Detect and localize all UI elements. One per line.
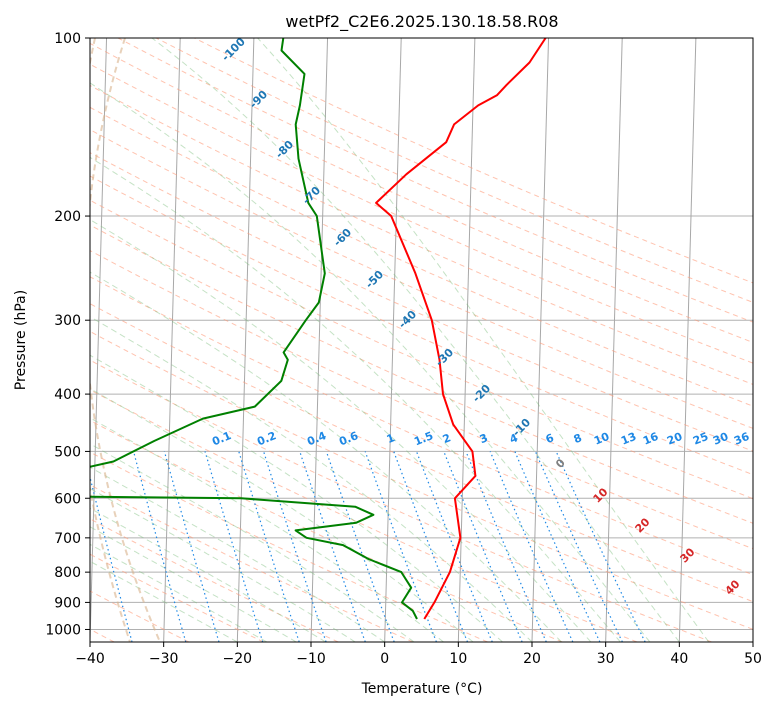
mixing-ratio-label: 36 <box>732 430 751 448</box>
mixing-ratio-line <box>415 451 493 642</box>
moist-adiabat-line <box>90 316 533 642</box>
mixing-ratio-line <box>263 451 327 642</box>
data-layer <box>90 38 547 620</box>
mixing-ratio-line <box>364 451 437 642</box>
isotherm--30 <box>163 38 181 642</box>
y-tick-label: 300 <box>54 313 81 329</box>
mixing-ratio-label: 20 <box>665 430 684 448</box>
x-axis-title: Temperature (°C) <box>361 681 483 697</box>
mixing-ratio-label: 16 <box>641 430 660 448</box>
dry-adiabat-line <box>90 590 190 642</box>
axis-layer: −40 −30 −20 −10 0 10 20 30 40 50 100 200 300 400 500 60… <box>45 31 762 667</box>
grid-layer <box>90 38 753 642</box>
moist-adiabat-line <box>90 271 562 642</box>
moist-adiabat-line <box>90 218 592 642</box>
mixing-ratio-line <box>238 451 300 642</box>
mixing-ratio-label: 30 <box>711 430 730 448</box>
x-tick-label: −40 <box>75 651 105 667</box>
x-tick-label: 30 <box>597 651 615 667</box>
x-tick-label: −10 <box>296 651 326 667</box>
dry-adiabat-line <box>90 106 753 407</box>
mixing-ratio-label: 13 <box>619 430 638 448</box>
moist-adiabat-line <box>90 388 474 642</box>
plot-frame <box>89 37 754 643</box>
y-tick-label: 100 <box>54 31 81 47</box>
moist-adiabat-line <box>90 417 444 642</box>
y-tick-label: 500 <box>54 444 81 460</box>
moist-adiabat-line <box>90 507 326 642</box>
series-line-dewpoint <box>90 38 418 620</box>
mixing-ratio-label: 8 <box>572 431 584 446</box>
isotherm--40 <box>90 38 108 642</box>
mixing-ratio-label: 10 <box>592 430 611 448</box>
x-tick-label: 50 <box>744 651 762 667</box>
dry-adiabat-line <box>90 553 264 642</box>
moist-adiabat-line <box>257 38 710 642</box>
moist-adiabat-line <box>90 443 415 642</box>
mixing-ratio-label: 1 <box>385 431 397 446</box>
mixing-ratio-line <box>163 451 220 642</box>
chart-title: wetPf2_C2E6.2025.130.18.58.R08 <box>285 12 558 32</box>
y-tick-label: 700 <box>54 531 81 547</box>
moist-adiabat-line <box>90 82 651 642</box>
guide-curve <box>90 38 131 642</box>
dry-adiabat-line <box>90 224 753 524</box>
dry-adiabat-line <box>90 175 753 476</box>
mixing-ratio-line <box>555 451 646 642</box>
x-tick-label: 0 <box>380 651 389 667</box>
moist-adiabat-line <box>90 156 621 642</box>
mixing-ratio-label: 3 <box>478 431 490 446</box>
dry-adiabat-line <box>90 359 712 642</box>
mixing-ratio-line <box>534 451 623 642</box>
series-line-temperature <box>375 38 547 620</box>
y-tick-label: 400 <box>54 387 81 403</box>
dry-adiabat-line <box>90 276 753 576</box>
moist-adiabat-line <box>90 354 503 642</box>
x-tick-label: 20 <box>523 651 541 667</box>
isotherm--20 <box>236 38 255 642</box>
y-tick-label: 900 <box>54 595 81 611</box>
moist-adiabat-line <box>151 38 680 642</box>
dry-adiabat-line <box>155 38 753 303</box>
y-tick-label: 600 <box>54 491 81 507</box>
isotherm-30 <box>605 38 623 642</box>
y-tick-label: 800 <box>54 565 81 581</box>
y-tick-label: 200 <box>54 209 81 225</box>
dry-adiabat-line <box>90 303 753 603</box>
isotherm-10 <box>457 38 476 642</box>
mixing-ratio-line <box>133 451 187 642</box>
dry-adiabat-line <box>90 484 414 642</box>
x-tick-label: 10 <box>449 651 467 667</box>
x-tick-label: −20 <box>223 651 253 667</box>
mixing-ratio-label: 2 <box>441 431 453 446</box>
mixing-ratio-line <box>514 451 601 642</box>
dry-adiabat-line <box>90 63 753 364</box>
dry-adiabat-line <box>90 129 753 429</box>
dry-adiabat-line <box>90 199 753 500</box>
moist-adiabat-line <box>90 487 356 642</box>
moist-adiabat-line <box>90 466 385 642</box>
mixing-ratio-label: 25 <box>691 430 710 448</box>
mixing-ratio-line <box>393 451 469 642</box>
y-axis-title: Pressure (hPa) <box>13 290 29 390</box>
x-tick-label: −30 <box>149 651 179 667</box>
isotherm-0 <box>384 38 402 642</box>
dry-adiabat-line <box>90 389 638 642</box>
isotherm-40 <box>678 38 697 642</box>
dry-adiabat-line <box>90 451 488 642</box>
mixing-ratio-line <box>204 451 264 642</box>
x-tick-label: 40 <box>670 651 688 667</box>
dry-adiabat-line <box>117 38 753 323</box>
moist-adiabat-line <box>90 526 297 642</box>
dry-adiabat-line <box>90 330 753 630</box>
y-tick-label: 1000 <box>45 622 81 638</box>
